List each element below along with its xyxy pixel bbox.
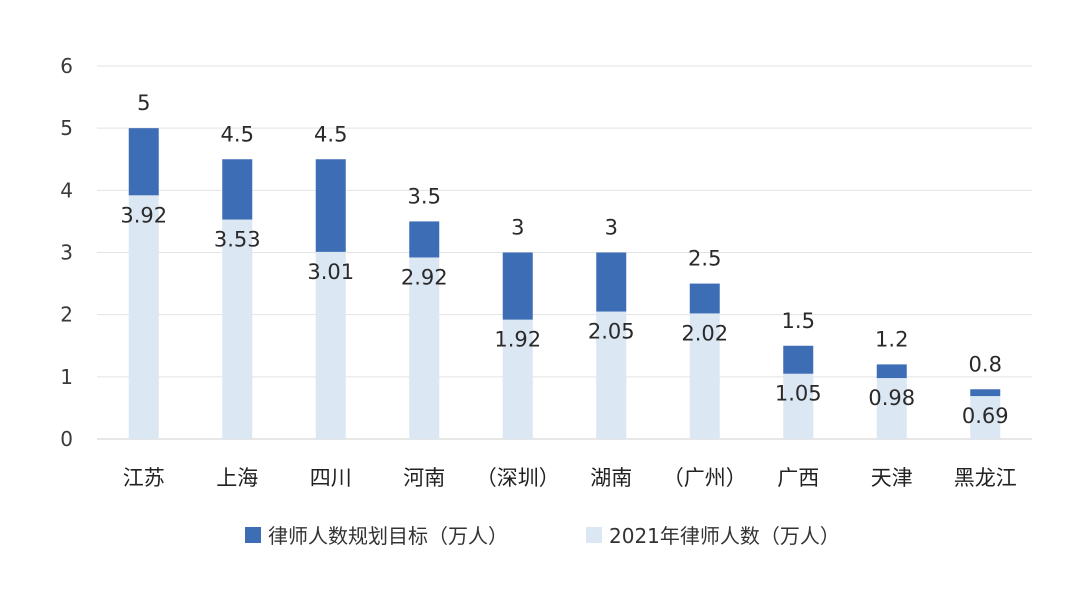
bar-target (409, 221, 440, 258)
data-labels: 5 3.92 4.5 3.53 4.5 3.01 3.5 2.92 3 1.92 3 2.05 2.5 2… (120, 91, 1008, 428)
actual-data-label: 3.01 (307, 260, 354, 284)
bar-actual (315, 251, 346, 439)
target-data-label: 3 (511, 216, 524, 240)
actual-data-label: 2.02 (681, 321, 728, 345)
target-data-label: 2.5 (688, 247, 721, 271)
actual-data-label: 2.92 (401, 265, 448, 289)
target-data-label: 4.5 (221, 122, 254, 146)
bar-actual (970, 396, 1001, 439)
actual-data-label: 0.98 (868, 386, 915, 410)
actual-data-label: 3.53 (214, 228, 261, 252)
y-tick-label: 4 (60, 178, 73, 202)
target-data-label: 5 (137, 91, 150, 115)
actual-data-label: 3.92 (120, 203, 167, 227)
bar-target (970, 389, 1001, 397)
bar-actual (689, 313, 720, 439)
bar-actual (502, 319, 533, 439)
x-category-label: 江苏 (123, 466, 165, 490)
x-category-label: （广州） (663, 466, 747, 490)
x-category-label: 四川 (310, 466, 352, 490)
actual-data-label: 1.05 (775, 382, 822, 406)
x-category-label: （深圳） (476, 466, 560, 490)
target-data-label: 0.8 (969, 352, 1002, 376)
y-tick-label: 2 (60, 303, 73, 327)
actual-data-label: 2.05 (588, 320, 635, 344)
bar-target (596, 252, 627, 312)
target-data-label: 1.5 (782, 309, 815, 333)
actual-data-label: 0.69 (962, 404, 1009, 428)
target-data-label: 3.5 (408, 184, 441, 208)
bar-actual (128, 195, 159, 439)
bar-target (876, 364, 907, 379)
bar-actual (596, 311, 627, 439)
x-category-label: 上海 (216, 466, 258, 490)
bar-target (689, 283, 720, 314)
bar-target (315, 159, 346, 252)
y-tick-label: 0 (60, 427, 73, 451)
y-axis-ticks: 0 1 2 3 4 5 6 (60, 54, 73, 451)
bar-target (502, 252, 533, 320)
bar-target (128, 128, 159, 196)
bar-actual (409, 257, 440, 439)
x-category-label: 黑龙江 (954, 466, 1017, 490)
bars (128, 128, 1001, 439)
x-category-label: 天津 (871, 466, 913, 490)
bar-target (783, 345, 814, 374)
legend-label-actual: 2021年律师人数（万人） (609, 524, 840, 548)
y-tick-label: 6 (60, 54, 73, 78)
gridlines (97, 65, 1032, 440)
target-data-label: 3 (605, 216, 618, 240)
bar-actual (783, 373, 814, 439)
x-category-label: 湖南 (590, 466, 632, 490)
legend-swatch-actual (586, 527, 602, 543)
y-tick-label: 3 (60, 241, 73, 265)
bar-actual (222, 219, 253, 439)
bar-target (222, 159, 253, 220)
x-axis-categories: 江苏 上海 四川 河南 （深圳） 湖南 （广州） 广西 天津 黑龙江 (123, 466, 1017, 490)
target-data-label: 4.5 (314, 122, 347, 146)
x-category-label: 广西 (777, 466, 819, 490)
y-tick-label: 1 (60, 365, 73, 389)
legend-swatch-target (245, 527, 261, 543)
legend: 律师人数规划目标（万人） 2021年律师人数（万人） (245, 524, 840, 548)
target-data-label: 1.2 (875, 327, 908, 351)
x-category-label: 河南 (403, 466, 445, 490)
legend-label-target: 律师人数规划目标（万人） (268, 524, 508, 548)
bar-actual (876, 378, 907, 439)
y-tick-label: 5 (60, 116, 73, 140)
actual-data-label: 1.92 (494, 328, 541, 352)
